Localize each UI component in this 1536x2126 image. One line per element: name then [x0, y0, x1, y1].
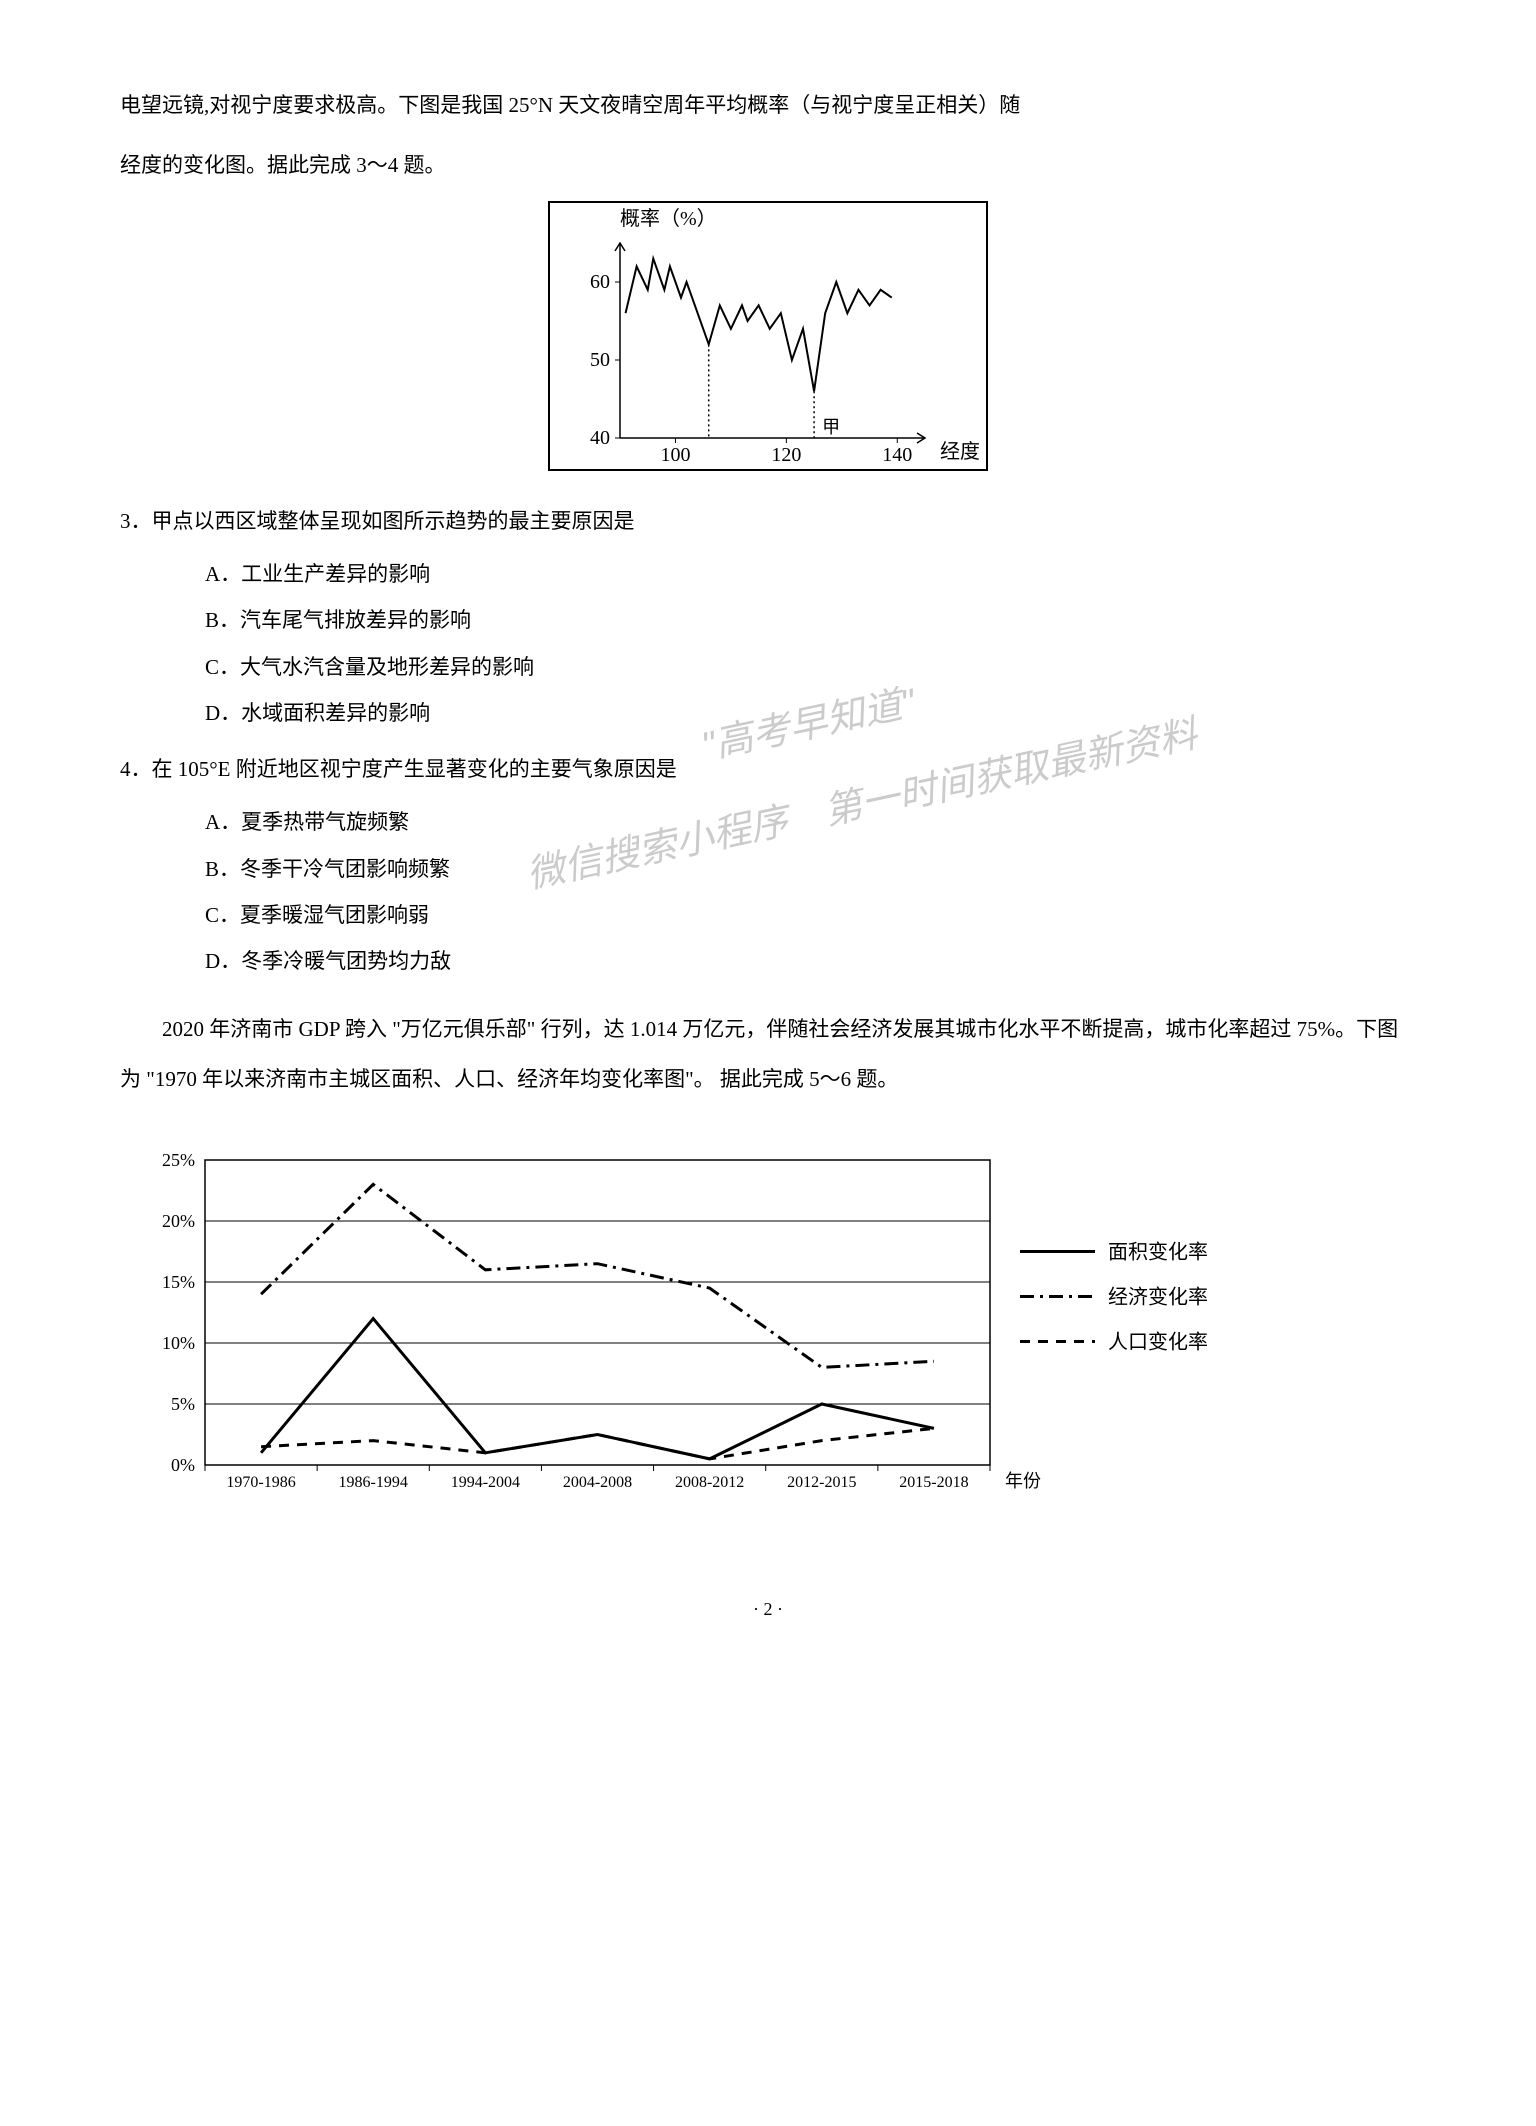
svg-text:经济变化率: 经济变化率 [1108, 1285, 1208, 1308]
svg-text:100: 100 [660, 444, 690, 466]
svg-text:2015-2018: 2015-2018 [899, 1474, 968, 1491]
svg-text:1994-2004: 1994-2004 [451, 1474, 520, 1491]
q3-option-d: D．水域面积差异的影响 [120, 690, 1416, 736]
q4-option-d: D．冬季冷暖气团势均力敌 [120, 938, 1416, 984]
svg-text:0%: 0% [171, 1455, 195, 1475]
svg-text:2008-2012: 2008-2012 [675, 1474, 744, 1491]
svg-text:20%: 20% [162, 1211, 195, 1231]
q4-option-c: C．夏季暖湿气团影响弱 [120, 892, 1416, 938]
svg-text:甲: 甲 [822, 417, 840, 437]
jinan-change-chart: 0% 5% 10% 15% 20% 25% 1970-1986 1986-1994 1994-2… [120, 1140, 1270, 1538]
q3-option-b: B．汽车尾气排放差异的影响 [120, 597, 1416, 643]
svg-text:1986-1994: 1986-1994 [339, 1474, 408, 1491]
svg-text:25%: 25% [162, 1150, 195, 1170]
svg-text:60: 60 [590, 271, 610, 293]
svg-text:2012-2015: 2012-2015 [787, 1474, 856, 1491]
svg-text:140: 140 [882, 444, 912, 466]
svg-text:人口变化率: 人口变化率 [1108, 1330, 1208, 1353]
svg-text:面积变化率: 面积变化率 [1108, 1240, 1208, 1263]
q3-option-c: C．大气水汽含量及地形差异的影响 [120, 644, 1416, 690]
svg-text:经度: 经度 [940, 440, 980, 463]
svg-text:40: 40 [590, 427, 610, 449]
svg-text:概率（%）: 概率（%） [620, 207, 717, 230]
svg-text:15%: 15% [162, 1272, 195, 1292]
svg-text:年份: 年份 [1005, 1471, 1041, 1491]
probability-chart: 概率（%） 经度 40 50 60 100 120 140 甲 [548, 201, 988, 471]
passage-2: 2020 年济南市 GDP 跨入 "万亿元俱乐部" 行列，达 1.014 万亿元… [120, 1004, 1416, 1105]
svg-text:10%: 10% [162, 1333, 195, 1353]
svg-text:2004-2008: 2004-2008 [563, 1474, 632, 1491]
page-number: · 2 · [120, 1588, 1416, 1631]
q3-option-a: A．工业生产差异的影响 [120, 551, 1416, 597]
svg-text:1970-1986: 1970-1986 [226, 1474, 295, 1491]
svg-text:120: 120 [771, 444, 801, 466]
q4-stem: 4．在 105°E 附近地区视宁度产生显著变化的主要气象原因是 [120, 744, 1416, 794]
svg-text:5%: 5% [171, 1394, 195, 1414]
q4-option-b: B．冬季干冷气团影响频繁 [120, 846, 1416, 892]
svg-text:50: 50 [590, 349, 610, 371]
q3-stem: 3．甲点以西区域整体呈现如图所示趋势的最主要原因是 [120, 496, 1416, 546]
intro-line-1: 电望远镜,对视宁度要求极高。下图是我国 25°N 天文夜晴空周年平均概率（与视宁… [120, 80, 1416, 130]
intro-line-2: 经度的变化图。据此完成 3～4 题。 [120, 140, 1416, 190]
q4-option-a: A．夏季热带气旋频繁 [120, 799, 1416, 845]
